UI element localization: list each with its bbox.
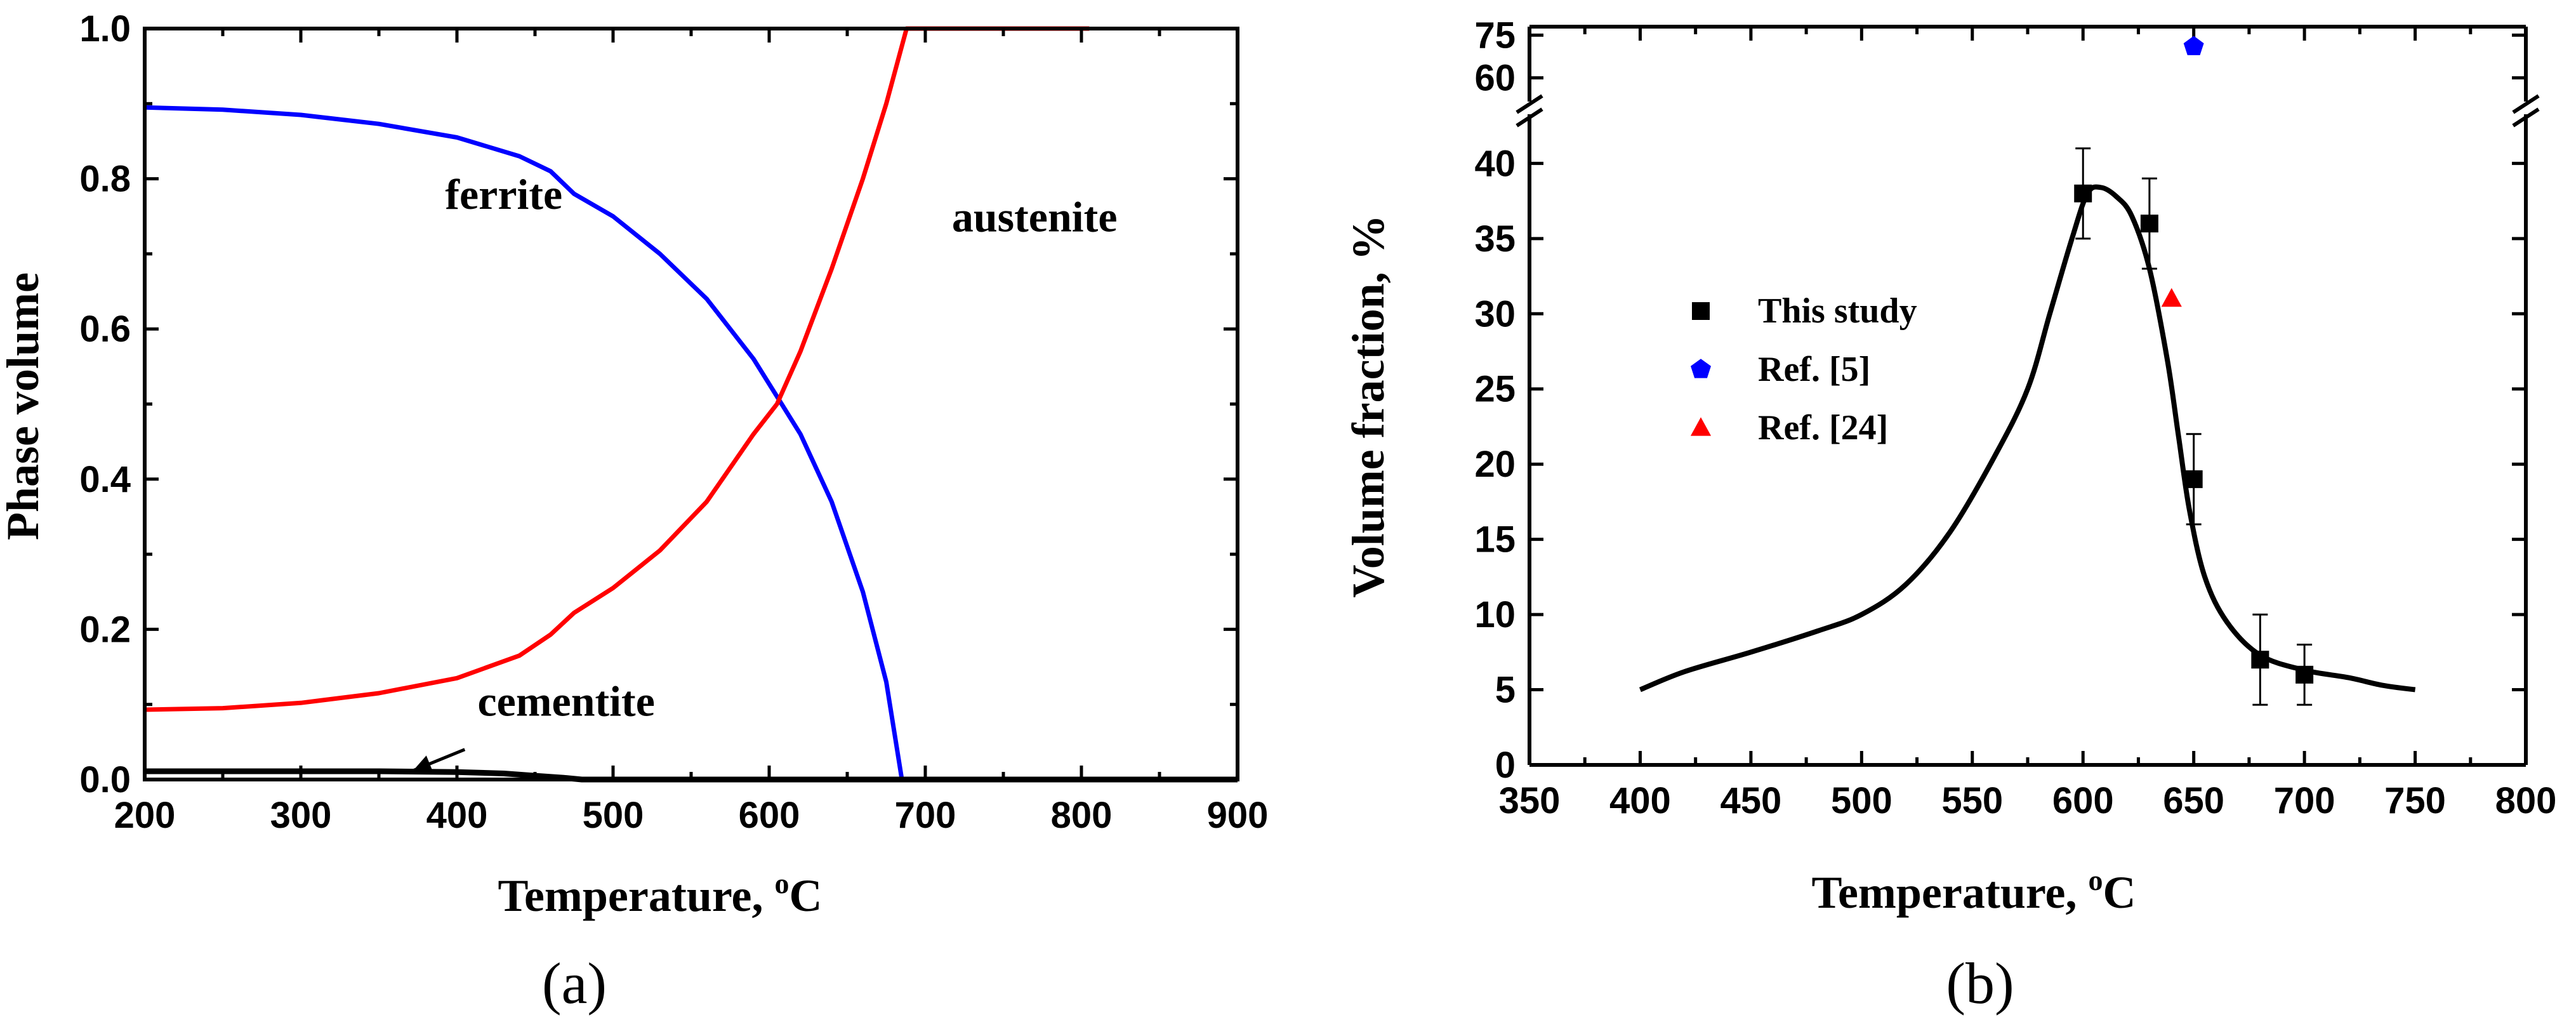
- x-tick-label: 550: [1941, 780, 2003, 821]
- data-point-square: [2074, 184, 2092, 202]
- x-tick-label: 800: [2495, 780, 2557, 821]
- y-tick-label: 30: [1474, 293, 1516, 335]
- y-tick-label: 15: [1474, 519, 1516, 561]
- panel-b-caption: (b): [1946, 951, 2014, 1016]
- x-tick-label: 400: [1609, 780, 1671, 821]
- legend-label: This study: [1758, 291, 1917, 331]
- y-tick-label: 20: [1474, 444, 1516, 485]
- data-point-triangle: [2161, 288, 2182, 307]
- x-tick-label: 500: [1831, 780, 1892, 821]
- legend-label: Ref. [24]: [1758, 408, 1888, 448]
- fit-curve: [1639, 184, 2416, 693]
- y-tick-label: 1.0: [79, 8, 131, 50]
- y-tick-label: 40: [1474, 143, 1516, 184]
- series-austenite-line: [144, 26, 1090, 712]
- annotation-cementite: cementite: [478, 677, 655, 725]
- y-tick-label: 5: [1495, 670, 1516, 711]
- y-tick-label: 10: [1474, 594, 1516, 635]
- y-axis-title: Volume fraction, %: [1343, 215, 1394, 597]
- x-tick-label: 750: [2384, 780, 2446, 821]
- y-tick-label: 35: [1474, 218, 1516, 260]
- x-tick-label: 650: [2163, 780, 2224, 821]
- data-point-square: [2140, 215, 2158, 233]
- y-tick-label: 25: [1474, 369, 1516, 410]
- cementite-arrow-head: [413, 755, 433, 773]
- x-tick-label: 450: [1720, 780, 1781, 821]
- x-tick-label: 500: [583, 795, 644, 836]
- y-tick-label: 0: [1495, 745, 1516, 786]
- x-tick-label: 900: [1207, 795, 1269, 836]
- phase-volume-svg: 200 300 400 500 600 700 800 900 0.0 0.2 0.4 0.6 0.8 1…: [0, 8, 1269, 1016]
- plot-frame: [143, 27, 1239, 781]
- y-tick-label: 0.0: [79, 759, 131, 800]
- legend-label: Ref. [5]: [1758, 350, 1870, 389]
- axis-break-mark: [2512, 107, 2540, 128]
- y-tick-label: 0.4: [79, 459, 131, 500]
- x-axis-title: Temperature, oC: [1812, 864, 2136, 918]
- x-tick-label: 600: [2052, 780, 2114, 821]
- phase-volume-chart: 200 300 400 500 600 700 800 900 0.0 0.2 0.4 0.6 0.8 1…: [0, 8, 1269, 1016]
- axis-break-mark: [1516, 94, 1543, 114]
- x-tick-label: 300: [270, 795, 332, 836]
- annotation-ferrite: ferrite: [445, 170, 562, 218]
- axis-break-mark: [2512, 94, 2540, 114]
- data-point-square: [2184, 470, 2203, 488]
- legend-marker-triangle: [1690, 417, 1712, 436]
- x-tick-label: 400: [426, 795, 488, 836]
- axis-break-mark: [1516, 107, 1543, 128]
- x-tick-label: 700: [2274, 780, 2335, 821]
- data-point-square: [2295, 665, 2314, 684]
- data-point-square: [2251, 651, 2269, 669]
- volume-fraction-svg: 350 400 450 500 550 600 650 700 750 800 0 5 10 15 20 25…: [1343, 15, 2557, 1016]
- y-axis-title: Phase volume: [0, 272, 48, 540]
- legend-marker-pentagon: [1691, 359, 1711, 378]
- x-tick-label: 700: [895, 795, 956, 836]
- y-tick-label-upper: 75: [1474, 15, 1516, 56]
- y-tick-label: 0.6: [79, 309, 131, 350]
- series-ferrite-line: [144, 105, 904, 780]
- x-axis-title: Temperature, oC: [498, 867, 822, 921]
- data-point-pentagon: [2183, 36, 2204, 55]
- volume-fraction-chart: 350 400 450 500 550 600 650 700 750 800 0 5 10 15 20 25…: [1288, 0, 2576, 1022]
- y-tick-label: 0.8: [79, 159, 131, 200]
- legend-marker-square: [1692, 302, 1710, 320]
- panel-a-caption: (a): [542, 951, 607, 1016]
- y-tick-label-upper: 60: [1474, 58, 1516, 99]
- x-tick-label: 800: [1051, 795, 1113, 836]
- x-tick-label: 200: [114, 795, 176, 836]
- x-tick-label: 350: [1499, 780, 1561, 821]
- y-tick-label: 0.2: [79, 609, 131, 650]
- annotation-austenite: austenite: [952, 192, 1118, 241]
- x-tick-label: 600: [739, 795, 800, 836]
